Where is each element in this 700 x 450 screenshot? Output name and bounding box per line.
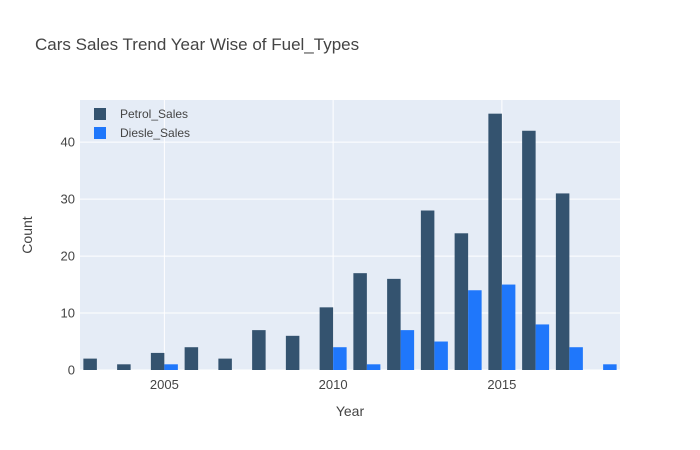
bar-petrol-2009 <box>285 335 300 370</box>
legend: Petrol_Sales Diesle_Sales <box>94 107 190 140</box>
bar-petrol-2015 <box>488 113 502 370</box>
x-tick-label: 2005 <box>150 377 179 392</box>
bar-diesel-2015 <box>501 284 516 370</box>
x-tick-label: 2010 <box>319 377 348 392</box>
bar-petrol-2012 <box>387 278 401 370</box>
y-tick-label: 20 <box>61 249 75 264</box>
y-tick-label: 0 <box>68 363 75 378</box>
bar-petrol-2007 <box>218 358 232 370</box>
bar-diesel-2012 <box>400 330 415 370</box>
bars <box>83 113 617 370</box>
legend-swatch-diesel <box>94 127 106 139</box>
legend-swatch-petrol <box>94 108 106 120</box>
legend-label-diesel: Diesle_Sales <box>120 126 190 140</box>
bar-petrol-2016 <box>522 130 536 370</box>
bar-petrol-2008 <box>252 330 266 370</box>
bar-diesel-2005 <box>164 364 178 370</box>
chart-title: Cars Sales Trend Year Wise of Fuel_Types <box>35 35 359 54</box>
y-axis-ticks: 0 10 20 30 40 <box>61 135 75 378</box>
bar-diesel-2011 <box>366 364 381 370</box>
bar-petrol-2005 <box>150 352 165 370</box>
legend-label-petrol: Petrol_Sales <box>120 107 188 121</box>
y-tick-label: 10 <box>61 306 75 321</box>
bar-diesel-2017 <box>569 347 583 370</box>
y-axis-title: Count <box>19 216 35 253</box>
x-axis-ticks: 2005 2010 2015 <box>150 377 516 392</box>
bar-petrol-2017 <box>555 193 570 370</box>
bar-petrol-2003 <box>83 358 97 370</box>
bar-diesel-2016 <box>535 324 550 370</box>
bar-diesel-2010 <box>333 347 347 370</box>
bar-petrol-2013 <box>420 210 435 370</box>
bar-petrol-2011 <box>353 273 367 370</box>
y-tick-label: 40 <box>61 135 75 150</box>
bar-diesel-2014 <box>468 290 482 370</box>
x-tick-label: 2015 <box>487 377 516 392</box>
bar-petrol-2014 <box>454 233 469 370</box>
y-tick-label: 30 <box>61 192 75 207</box>
bar-petrol-2004 <box>117 364 131 370</box>
bar-petrol-2006 <box>184 347 199 370</box>
x-axis-title: Year <box>336 403 365 419</box>
bar-diesel-2018 <box>603 364 617 370</box>
bar-petrol-2010 <box>319 307 334 370</box>
bar-diesel-2013 <box>434 341 448 370</box>
